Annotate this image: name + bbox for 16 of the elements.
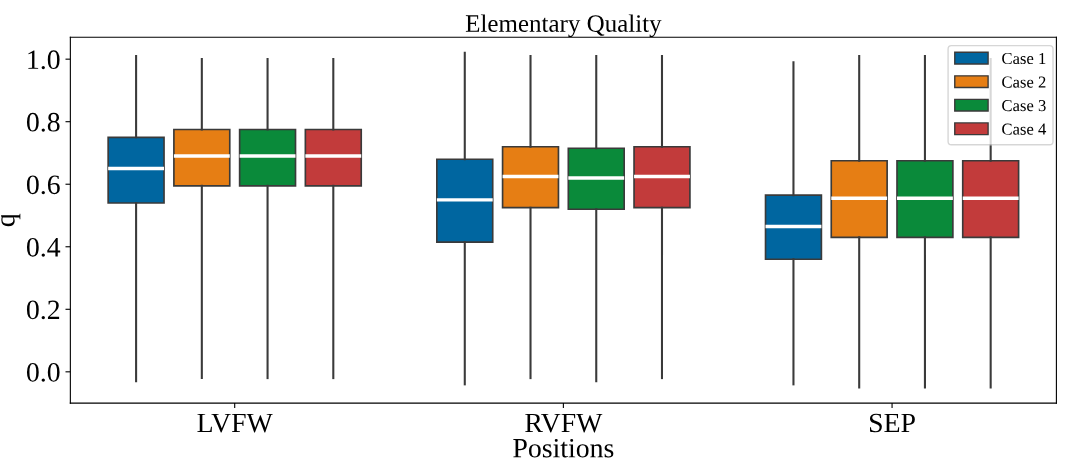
y-tick-label: 0.0	[26, 362, 60, 382]
x-tick-label: LVFW	[197, 413, 273, 433]
y-tick-label: 1.0	[28, 50, 60, 70]
y-tick-label: 0.2	[26, 300, 60, 320]
x-axis-title: Positions	[513, 438, 614, 458]
y-axis-title: q	[1, 213, 21, 227]
legend-label: Case 2	[1002, 76, 1046, 88]
legend-label: Case 1	[1002, 52, 1046, 65]
y-tick-label: 0.6	[26, 175, 60, 195]
chart-title: Elementary Quality	[465, 14, 662, 38]
legend-label: Case 4	[1002, 123, 1047, 135]
x-tick-label: RVFW	[525, 413, 603, 433]
x-tick-label: SEP	[869, 413, 915, 433]
y-tick-label: 0.8	[26, 112, 60, 132]
legend-label: Case 3	[1002, 100, 1046, 112]
y-tick-label: 0.4	[26, 237, 61, 257]
